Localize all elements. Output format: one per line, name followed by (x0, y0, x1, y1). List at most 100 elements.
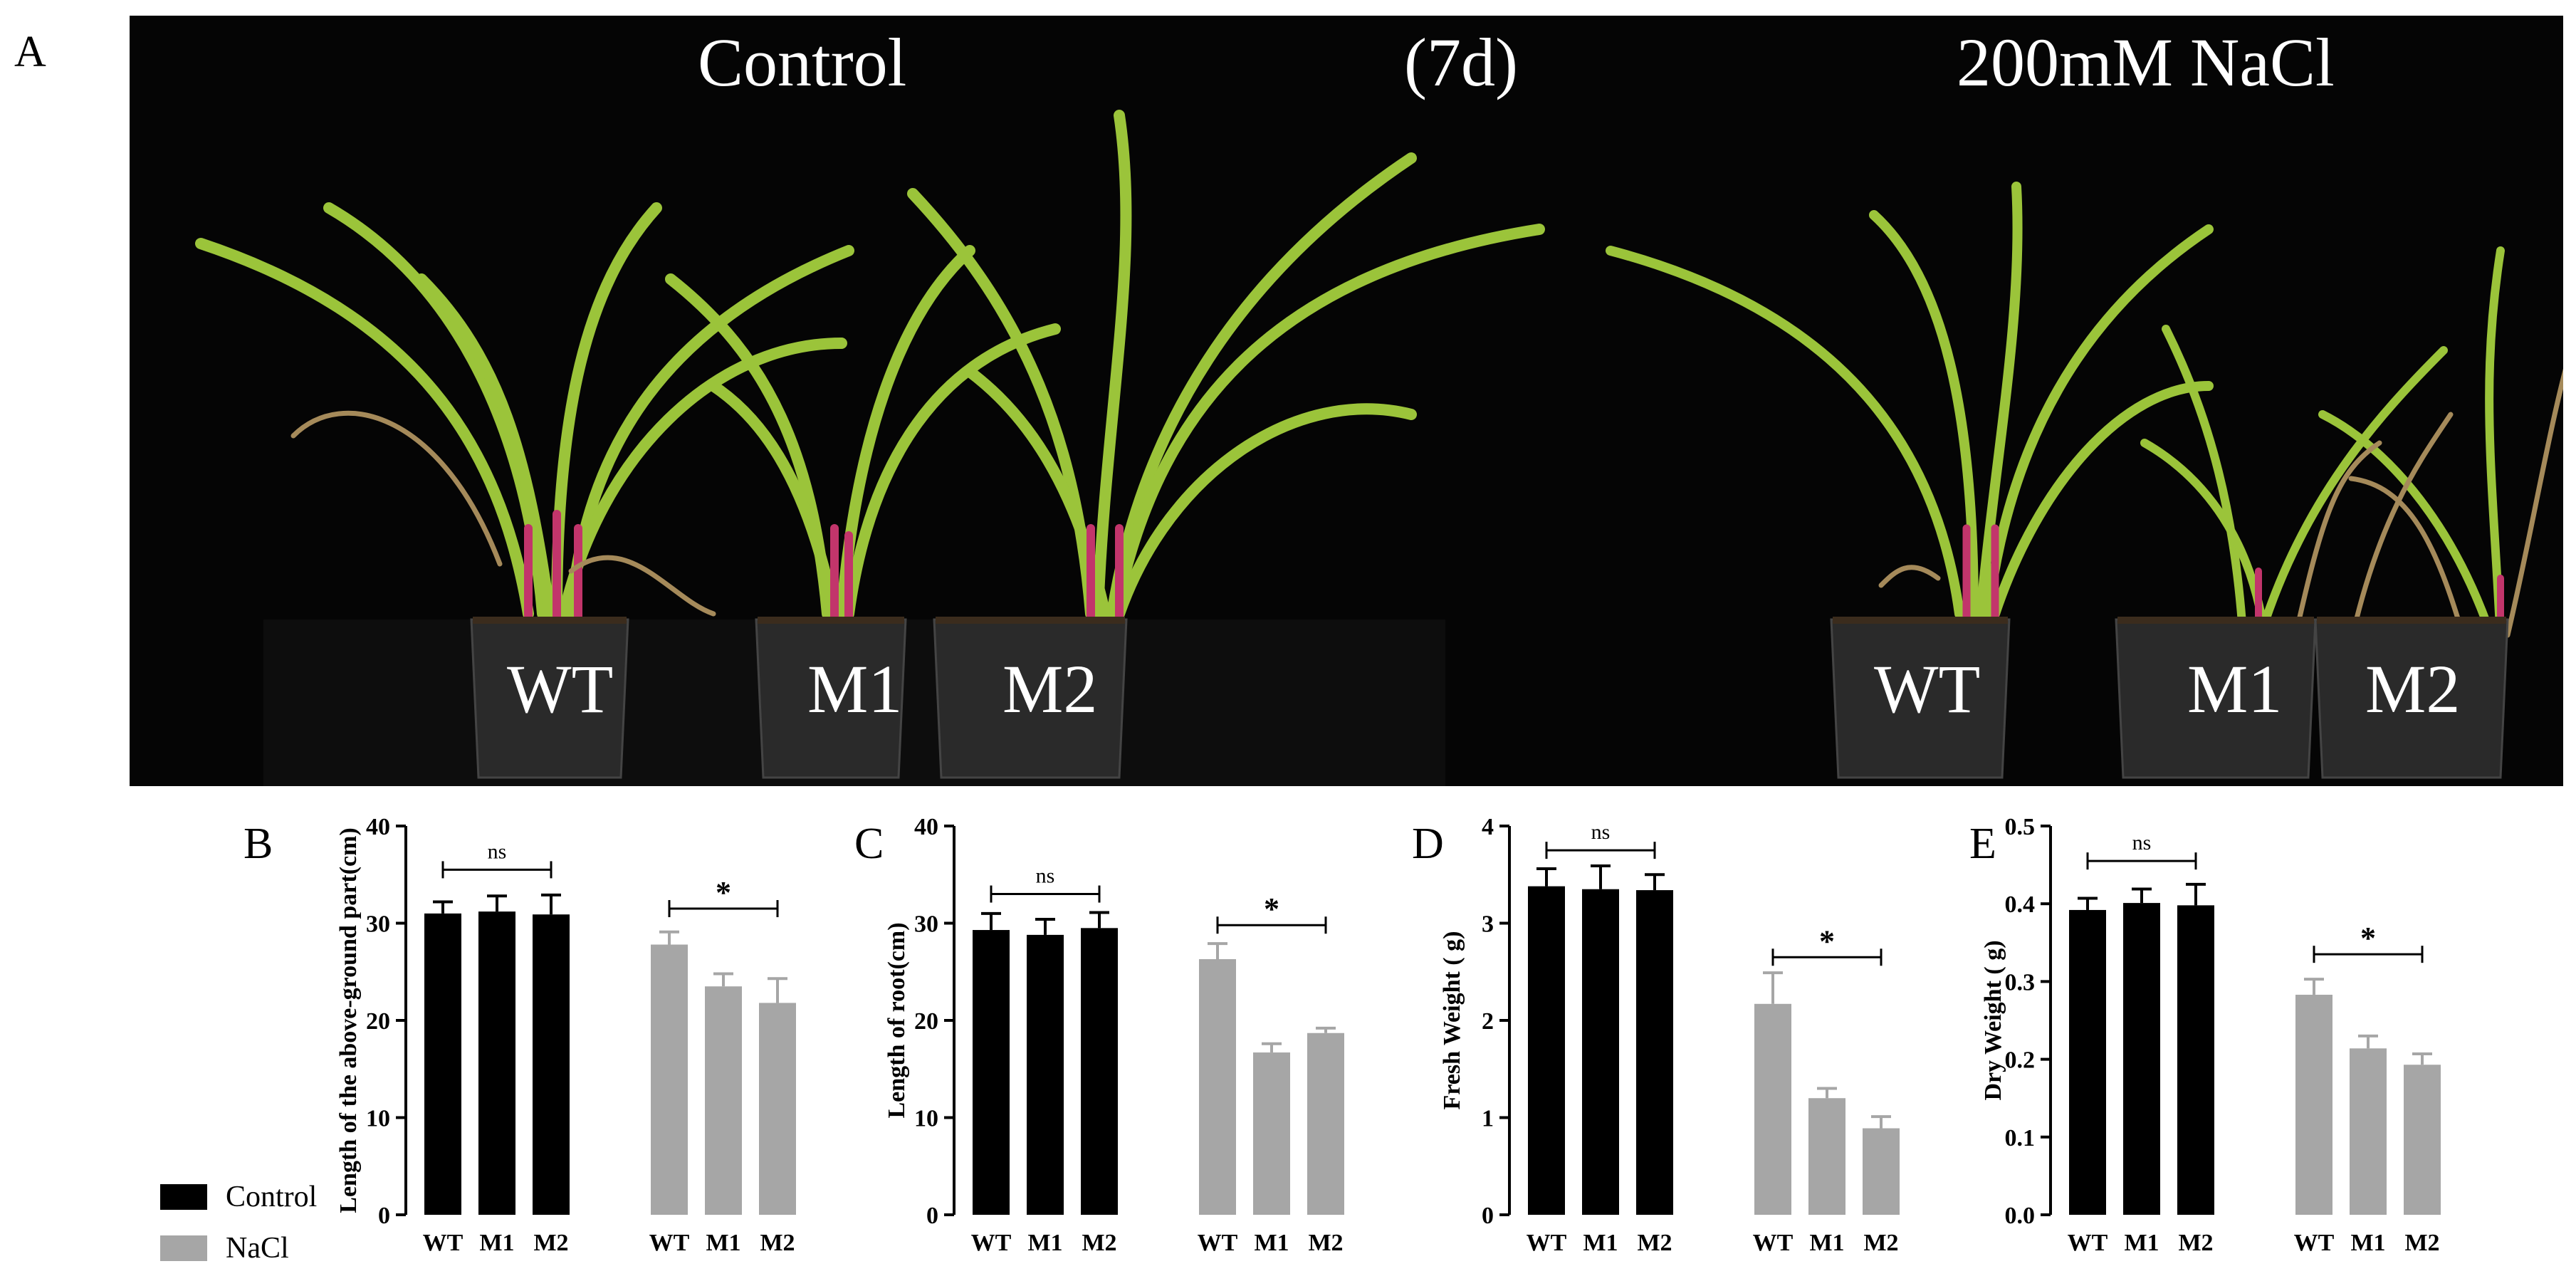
bar (1636, 890, 1673, 1215)
bar (1528, 886, 1565, 1215)
x-tick-label: WT (2294, 1230, 2335, 1256)
y-tick-label: 1 (1482, 1106, 1494, 1132)
x-tick-label: M2 (533, 1230, 568, 1256)
y-axis-label: Fresh Weight ( g) (1439, 931, 1465, 1110)
photo-title-control: Control (698, 24, 907, 100)
bar (1863, 1128, 1900, 1215)
x-tick-label: M1 (1254, 1230, 1289, 1256)
panel-letter-d: D (1412, 820, 1444, 868)
photo-title-nacl: 200mM NaCl (1957, 24, 2335, 100)
y-tick-label: 0.4 (2005, 892, 2036, 918)
x-tick-label: M1 (2124, 1230, 2159, 1256)
significance-label: * (716, 875, 731, 910)
control-plants (195, 110, 1545, 632)
bar (2177, 905, 2214, 1215)
panel-letter-c: C (854, 820, 884, 868)
y-tick-label: 30 (914, 911, 938, 938)
y-axis-label: Length of root(cm) (884, 922, 910, 1118)
y-tick-label: 3 (1482, 911, 1494, 938)
x-tick-label: M2 (1308, 1230, 1343, 1256)
y-tick-label: 40 (366, 814, 390, 840)
y-axis-label: Dry Weight ( g) (1980, 940, 2006, 1100)
x-tick-label: M2 (1863, 1230, 1898, 1256)
y-tick-label: 40 (914, 814, 938, 840)
x-tick-label: M1 (1809, 1230, 1844, 1256)
y-tick-label: 20 (366, 1008, 390, 1035)
x-tick-label: WT (971, 1230, 1012, 1256)
panel-letter-b: B (244, 820, 273, 868)
x-tick-label: WT (1753, 1230, 1794, 1256)
bar (1253, 1052, 1290, 1215)
plant-illustration (195, 110, 2563, 786)
x-tick-label: WT (2068, 1230, 2108, 1256)
y-tick-label: 0.2 (2005, 1047, 2036, 1074)
pot-label-control-wt: WT (507, 651, 614, 727)
legend-swatch-control (160, 1184, 207, 1210)
bar (533, 914, 570, 1215)
bar (1754, 1003, 1791, 1215)
significance-label: * (1264, 892, 1279, 926)
y-tick-label: 10 (366, 1106, 390, 1132)
x-tick-label: WT (649, 1230, 690, 1256)
x-tick-label: WT (1198, 1230, 1238, 1256)
pot-label-nacl-m1: M1 (2187, 651, 2283, 727)
x-tick-label: M1 (706, 1230, 740, 1256)
x-tick-label: M2 (1082, 1230, 1116, 1256)
x-tick-label: WT (423, 1230, 464, 1256)
x-tick-label: M1 (1027, 1230, 1062, 1256)
bar (1808, 1098, 1845, 1215)
legend-label-control: Control (226, 1181, 318, 1213)
y-tick-label: 0.3 (2005, 969, 2036, 995)
x-tick-label: M1 (1583, 1230, 1618, 1256)
y-tick-label: 0.5 (2005, 814, 2036, 840)
legend-label-nacl: NaCl (226, 1232, 289, 1265)
bar (1199, 959, 1236, 1215)
pot-label-nacl-wt: WT (1874, 651, 1981, 727)
bar (2404, 1065, 2441, 1215)
x-tick-label: M2 (760, 1230, 795, 1256)
significance-label: ns (2132, 831, 2152, 854)
y-tick-label: 0 (926, 1203, 938, 1229)
panel-letter-a: A (14, 28, 46, 76)
significance-label: * (2360, 921, 2376, 956)
significance-label: ns (488, 840, 507, 863)
x-tick-label: M2 (2404, 1230, 2439, 1256)
significance-label: * (1819, 924, 1835, 958)
x-tick-label: WT (1527, 1230, 1567, 1256)
bar (1081, 928, 1118, 1215)
significance-label: ns (1036, 864, 1055, 888)
bar (2123, 903, 2160, 1215)
y-tick-label: 30 (366, 911, 390, 938)
chart-panel-e: Dry Weight ( g) 0.0 0.1 0.2 0.3 0.4 0.5 WT M1 M2 W… (1980, 814, 2441, 1256)
pot-label-control-m1: M1 (807, 651, 903, 727)
bar (2295, 994, 2332, 1215)
significance-label: ns (1591, 820, 1611, 844)
y-tick-label: 10 (914, 1106, 938, 1132)
legend-item-control: Control (160, 1171, 317, 1223)
plant-photo: Control (7d) 200mM NaCl WT M1 M2 WT M1 M… (130, 16, 2563, 786)
chart-panel-c: Length of root(cm) 0 10 20 30 40 WT M1 M2 WT M1 M2 n… (884, 814, 1344, 1256)
bar (651, 944, 688, 1215)
chart-panel-b: Length of the above-ground part(cm) 0 10 20… (335, 814, 796, 1256)
x-tick-label: M2 (1637, 1230, 1672, 1256)
bar (1582, 889, 1619, 1215)
bar (2350, 1048, 2387, 1215)
y-tick-label: 20 (914, 1008, 938, 1035)
bar (2069, 909, 2106, 1215)
pot-label-control-m2: M2 (1002, 651, 1098, 727)
panel-letter-e: E (1969, 820, 1996, 868)
x-tick-label: M1 (479, 1230, 514, 1256)
bar (1027, 934, 1064, 1215)
bar (759, 1003, 796, 1215)
x-tick-label: M1 (2350, 1230, 2385, 1256)
bar (705, 986, 742, 1215)
y-tick-label: 0 (1482, 1203, 1494, 1229)
y-tick-label: 2 (1482, 1008, 1494, 1035)
x-tick-label: M2 (2178, 1230, 2213, 1256)
y-tick-label: 0.1 (2005, 1125, 2036, 1151)
y-tick-label: 0 (378, 1203, 390, 1229)
bar (973, 930, 1010, 1215)
photo-title-duration: (7d) (1404, 24, 1518, 100)
pot-label-nacl-m2: M2 (2365, 651, 2461, 727)
bar (1307, 1033, 1344, 1215)
